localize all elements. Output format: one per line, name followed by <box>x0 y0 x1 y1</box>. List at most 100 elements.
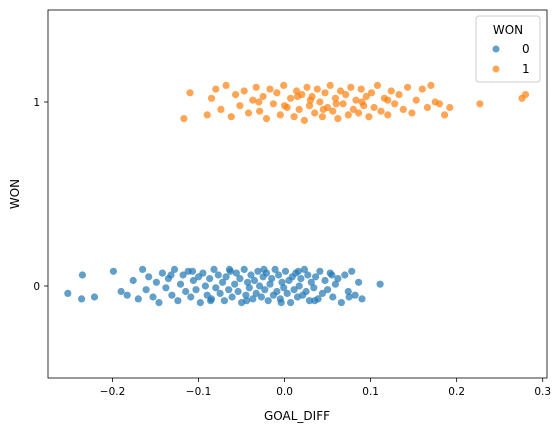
data-point <box>252 289 260 297</box>
x-axis-label: GOAL_DIFF <box>264 409 330 423</box>
data-point <box>408 109 416 117</box>
data-point <box>271 265 279 273</box>
data-point <box>304 271 312 279</box>
data-point <box>329 107 337 115</box>
data-point <box>280 81 288 89</box>
data-point <box>306 96 314 104</box>
y-tick-label: 0 <box>33 281 40 293</box>
data-point <box>252 83 260 91</box>
data-point <box>294 267 302 275</box>
data-point <box>259 92 267 101</box>
data-point <box>186 89 194 97</box>
points-layer <box>64 81 530 307</box>
y-tick-label: 1 <box>33 97 40 109</box>
data-point <box>149 293 157 301</box>
data-point <box>355 109 363 117</box>
data-point <box>256 107 264 115</box>
data-point <box>316 98 324 106</box>
data-point <box>261 286 269 294</box>
data-point <box>418 85 426 93</box>
y-axis-ticks: 01 <box>33 97 48 293</box>
data-point <box>399 105 407 113</box>
x-tick-label: 0.3 <box>534 386 551 398</box>
data-point <box>305 297 314 305</box>
data-point <box>242 291 250 299</box>
data-point <box>273 287 281 296</box>
data-point <box>145 273 153 281</box>
data-point <box>214 271 222 279</box>
data-point <box>391 100 399 108</box>
data-point <box>249 96 257 104</box>
data-point <box>427 81 435 89</box>
data-point <box>313 85 321 93</box>
data-point <box>196 299 204 307</box>
data-point <box>216 289 224 297</box>
data-point <box>180 115 188 123</box>
data-point <box>266 280 274 288</box>
data-point <box>435 100 444 108</box>
data-point <box>307 278 315 286</box>
data-point <box>384 96 392 104</box>
data-point <box>78 271 86 279</box>
data-point <box>332 100 340 108</box>
data-point <box>344 111 352 119</box>
data-point <box>232 91 240 99</box>
data-point <box>192 286 200 294</box>
data-point <box>300 116 308 124</box>
data-point <box>142 286 150 294</box>
data-point <box>357 85 365 93</box>
y-axis-label: WON <box>8 179 22 209</box>
data-point <box>174 297 182 305</box>
data-point <box>329 293 337 301</box>
data-point <box>158 269 166 277</box>
data-point <box>281 267 290 275</box>
data-point <box>331 280 339 288</box>
data-point <box>326 81 334 89</box>
data-point <box>295 282 303 290</box>
data-point <box>321 276 329 285</box>
data-point <box>318 113 326 121</box>
data-point <box>337 299 345 307</box>
data-point <box>521 91 530 99</box>
data-point <box>231 280 239 288</box>
data-point <box>228 293 236 301</box>
data-point <box>295 105 303 113</box>
data-point <box>129 276 137 285</box>
data-point <box>250 276 259 285</box>
data-point <box>293 92 302 101</box>
data-point <box>210 265 218 273</box>
series-won-0 <box>64 265 384 307</box>
data-point <box>324 286 332 294</box>
data-point <box>305 102 314 110</box>
legend-label-0: 0 <box>522 42 530 56</box>
data-point <box>321 89 329 97</box>
data-point <box>264 297 272 305</box>
data-point <box>342 91 350 99</box>
data-point <box>78 295 86 303</box>
data-point <box>212 85 220 93</box>
data-point <box>162 284 170 292</box>
data-point <box>268 275 276 283</box>
legend-marker-0 <box>492 45 500 53</box>
data-point <box>423 103 431 112</box>
data-point <box>446 103 454 112</box>
data-point <box>290 286 298 294</box>
data-point <box>370 103 378 112</box>
data-point <box>302 287 310 296</box>
data-point <box>365 113 373 121</box>
data-point <box>262 115 271 123</box>
data-point <box>275 271 283 279</box>
data-point <box>203 111 211 119</box>
data-point <box>347 83 355 91</box>
data-point <box>206 275 214 283</box>
data-point <box>344 287 352 296</box>
data-point <box>387 87 395 95</box>
data-point <box>220 297 228 305</box>
data-point <box>297 275 305 283</box>
data-point <box>168 291 176 299</box>
data-point <box>283 289 291 297</box>
data-point <box>212 284 220 292</box>
legend-label-1: 1 <box>522 62 530 76</box>
data-point <box>176 280 185 288</box>
